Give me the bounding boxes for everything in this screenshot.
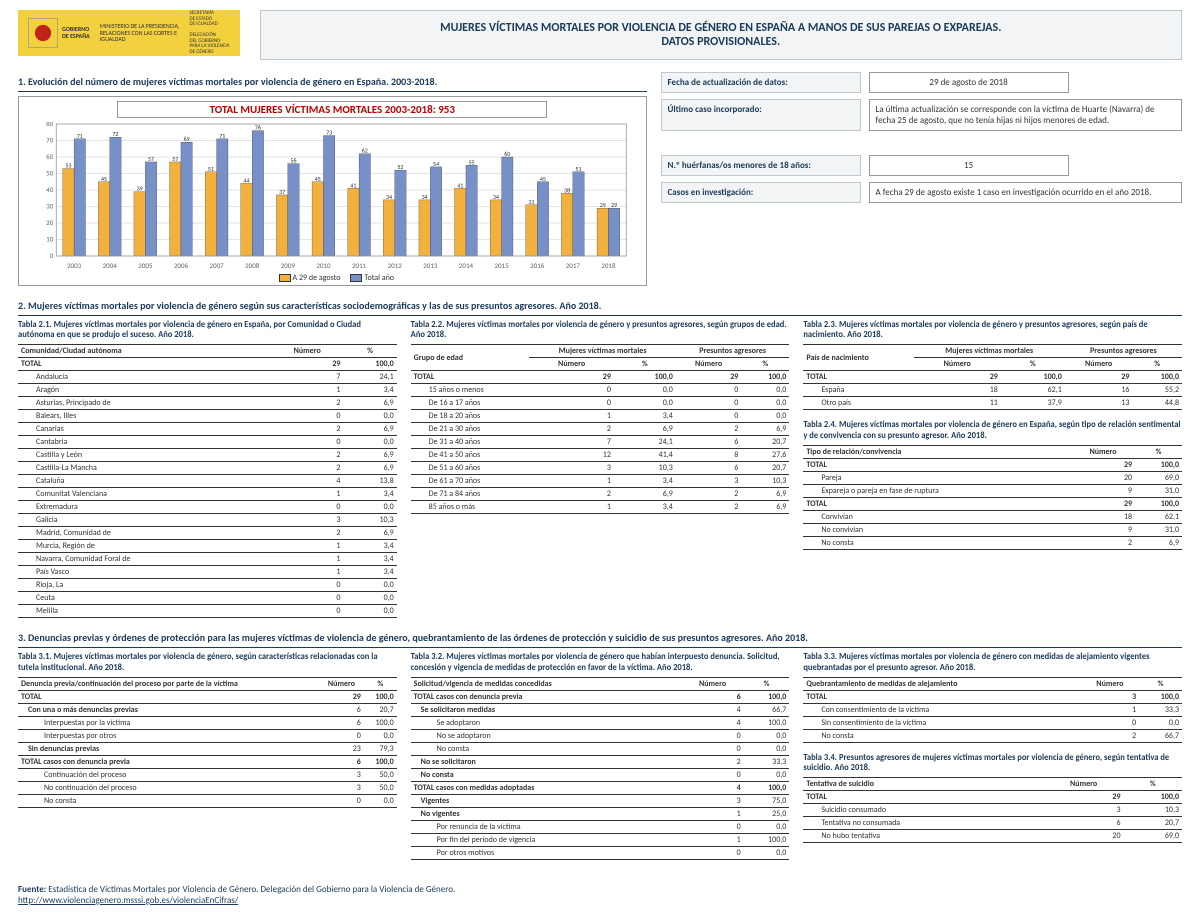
svg-text:51: 51 <box>575 165 581 173</box>
table-2-2: Grupo de edadMujeres víctimas mortalesPr… <box>411 344 790 514</box>
section-3-header: 3. Denuncias previas y órdenes de protec… <box>18 628 1182 648</box>
svg-text:72: 72 <box>112 130 118 138</box>
svg-text:52: 52 <box>397 163 403 171</box>
svg-text:2016: 2016 <box>530 261 545 270</box>
orphans-value: 15 <box>869 155 1069 176</box>
svg-text:2006: 2006 <box>174 261 189 270</box>
svg-text:53: 53 <box>65 162 71 170</box>
coat-of-arms-icon <box>28 18 58 48</box>
svg-text:2017: 2017 <box>566 261 581 270</box>
svg-text:2018: 2018 <box>601 261 616 270</box>
svg-text:2011: 2011 <box>352 261 367 270</box>
svg-text:71: 71 <box>77 132 83 140</box>
page-title: MUJERES VÍCTIMAS MORTALES POR VIOLENCIA … <box>260 10 1183 60</box>
section-2-header: 2. Mujeres víctimas mortales por violenc… <box>18 296 1182 316</box>
svg-text:41: 41 <box>350 181 356 189</box>
svg-text:56: 56 <box>290 157 296 165</box>
table-3-2-title: Tabla 3.2. Mujeres víctimas mortales por… <box>411 652 790 672</box>
svg-text:2012: 2012 <box>388 261 403 270</box>
svg-text:10: 10 <box>46 235 54 244</box>
table-2-1: Comunidad/Ciudad autónomaNúmero%TOTAL291… <box>18 344 397 618</box>
svg-text:45: 45 <box>540 175 546 183</box>
table-3-1: Denuncia previa/continuación del proceso… <box>18 677 397 808</box>
svg-text:76: 76 <box>255 124 261 132</box>
svg-text:29: 29 <box>611 201 617 209</box>
svg-text:2008: 2008 <box>245 261 260 270</box>
table-2-3: País de nacimientoMujeres víctimas morta… <box>803 344 1182 410</box>
svg-text:2004: 2004 <box>103 261 118 270</box>
table-2-3-title: Tabla 2.3. Mujeres víctimas mortales por… <box>803 320 1182 340</box>
svg-text:34: 34 <box>493 193 499 201</box>
chart-legend: A 29 de agosto Total año <box>25 273 640 283</box>
svg-text:73: 73 <box>326 129 332 137</box>
table-3-1-title: Tabla 3.1. Mujeres víctimas mortales por… <box>18 652 397 672</box>
svg-text:2014: 2014 <box>459 261 474 270</box>
info-panel: Fecha de actualización de datos: 29 de ag… <box>661 72 1182 286</box>
svg-text:38: 38 <box>564 186 570 194</box>
table-3-3-title: Tabla 3.3. Mujeres víctimas mortales por… <box>803 652 1182 672</box>
svg-text:2003: 2003 <box>67 261 82 270</box>
svg-text:44: 44 <box>243 176 249 184</box>
investigation-label: Casos en investigación: <box>661 182 861 203</box>
bar-chart-svg: 0 10 20 30 40 50 60 70 80 53 71 2003 45 72 2004 39 57 200… <box>25 122 640 272</box>
evolution-chart: TOTAL MUJERES VÍCTIMAS MORTALES 2003-201… <box>18 96 647 286</box>
svg-text:71: 71 <box>219 132 225 140</box>
svg-text:40: 40 <box>46 185 54 194</box>
svg-text:51: 51 <box>208 165 214 173</box>
orphans-label: N.º huérfanas/os menores de 18 años: <box>661 155 861 176</box>
svg-text:20: 20 <box>46 218 54 227</box>
svg-text:57: 57 <box>148 155 154 163</box>
table-2-1-title: Tabla 2.1. Mujeres víctimas mortales por… <box>18 320 397 340</box>
svg-text:2010: 2010 <box>316 261 331 270</box>
table-3-4: Tentativa de suicidioNúmero%TOTAL29100,0… <box>803 777 1182 843</box>
svg-text:31: 31 <box>528 198 534 206</box>
svg-text:60: 60 <box>46 152 54 161</box>
gov-logo: GOBIERNODE ESPAÑA MINISTERIO DE LA PRESI… <box>18 10 240 56</box>
svg-text:80: 80 <box>46 122 54 128</box>
svg-text:69: 69 <box>184 135 190 143</box>
investigation-value: A fecha 29 de agosto existe 1 caso en in… <box>869 182 1182 203</box>
svg-text:70: 70 <box>46 136 54 145</box>
svg-text:2007: 2007 <box>209 261 224 270</box>
svg-text:34: 34 <box>422 193 428 201</box>
update-date-label: Fecha de actualización de datos: <box>661 72 861 93</box>
update-date-value: 29 de agosto de 2018 <box>869 72 1069 93</box>
svg-text:29: 29 <box>600 201 606 209</box>
svg-text:54: 54 <box>433 160 439 168</box>
svg-text:2005: 2005 <box>138 261 153 270</box>
table-2-4-title: Tabla 2.4. Mujeres víctimas mortales por… <box>803 420 1182 440</box>
table-2-4: Tipo de relación/convivenciaNúmero%TOTAL… <box>803 445 1182 550</box>
svg-text:39: 39 <box>137 185 143 193</box>
last-case-label: Último caso incorporado: <box>661 99 861 131</box>
svg-text:37: 37 <box>279 188 285 196</box>
table-2-2-title: Tabla 2.2. Mujeres víctimas mortales por… <box>411 320 790 340</box>
section-1-header: 1. Evolución del número de mujeres vícti… <box>18 72 647 92</box>
header: GOBIERNODE ESPAÑA MINISTERIO DE LA PRESI… <box>18 10 1182 60</box>
svg-text:2015: 2015 <box>494 261 509 270</box>
table-3-3: Quebrantamiento de medidas de alejamient… <box>803 677 1182 743</box>
table-3-2: Solicitud/vigencia de medidas concedidas… <box>411 677 790 860</box>
svg-text:0: 0 <box>50 251 54 260</box>
svg-text:2009: 2009 <box>281 261 296 270</box>
svg-text:62: 62 <box>362 147 368 155</box>
svg-text:57: 57 <box>172 155 178 163</box>
last-case-value: La última actualización se corresponde c… <box>869 99 1182 131</box>
svg-text:55: 55 <box>469 158 475 166</box>
footer-source: Fuente: Estadística de Víctimas Mortales… <box>18 884 1182 906</box>
table-3-4-title: Tabla 3.4. Presuntos agresores de mujere… <box>803 753 1182 773</box>
svg-text:2013: 2013 <box>423 261 438 270</box>
svg-text:34: 34 <box>386 193 392 201</box>
chart-title: TOTAL MUJERES VÍCTIMAS MORTALES 2003-201… <box>117 101 547 118</box>
svg-text:45: 45 <box>101 175 107 183</box>
svg-text:41: 41 <box>457 181 463 189</box>
source-link[interactable]: http://www.violenciagenero.msssi.gob.es/… <box>18 895 238 906</box>
svg-text:45: 45 <box>315 175 321 183</box>
svg-text:50: 50 <box>46 169 54 178</box>
svg-text:30: 30 <box>46 202 54 211</box>
svg-text:60: 60 <box>504 150 510 158</box>
